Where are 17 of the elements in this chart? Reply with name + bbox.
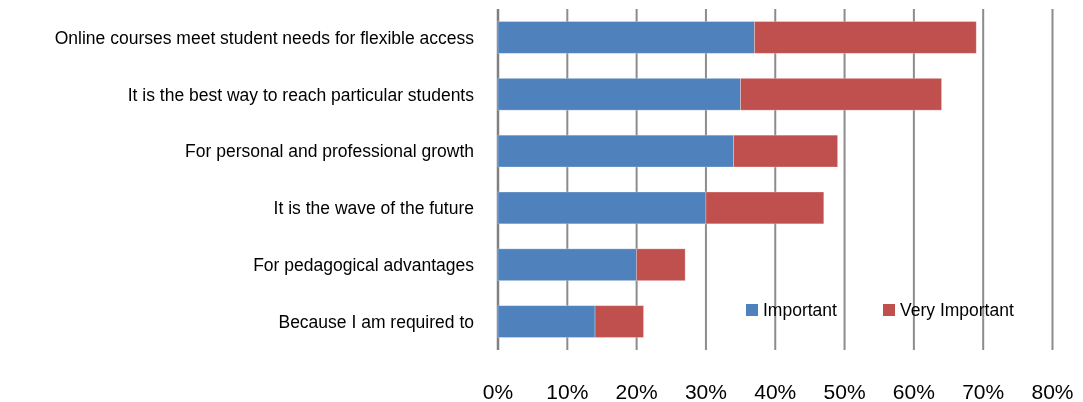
- x-tick-label: 60%: [892, 380, 935, 402]
- legend-label: Very Important: [900, 300, 1014, 321]
- y-tick-label: For pedagogical advantages: [253, 255, 475, 276]
- y-tick-label: For personal and professional growth: [185, 141, 474, 162]
- x-tick-label: 40%: [754, 380, 797, 402]
- x-tick-label: 10%: [546, 380, 589, 402]
- x-tick-label: 20%: [615, 380, 658, 402]
- y-tick-label: Online courses meet student needs for flexible access: [54, 27, 475, 48]
- x-tick-label: 80%: [1031, 380, 1074, 402]
- y-tick-label: It is the best way to reach particular students: [127, 84, 475, 105]
- x-tick-label: 70%: [962, 380, 1005, 402]
- y-tick-label: Because I am required to: [278, 311, 474, 332]
- x-tick-label: 50%: [823, 380, 866, 402]
- x-tick-label: 0%: [482, 380, 514, 402]
- legend-label: Important: [763, 300, 838, 321]
- y-tick-label: It is the wave of the future: [273, 198, 474, 219]
- x-tick-label: 30%: [684, 380, 727, 402]
